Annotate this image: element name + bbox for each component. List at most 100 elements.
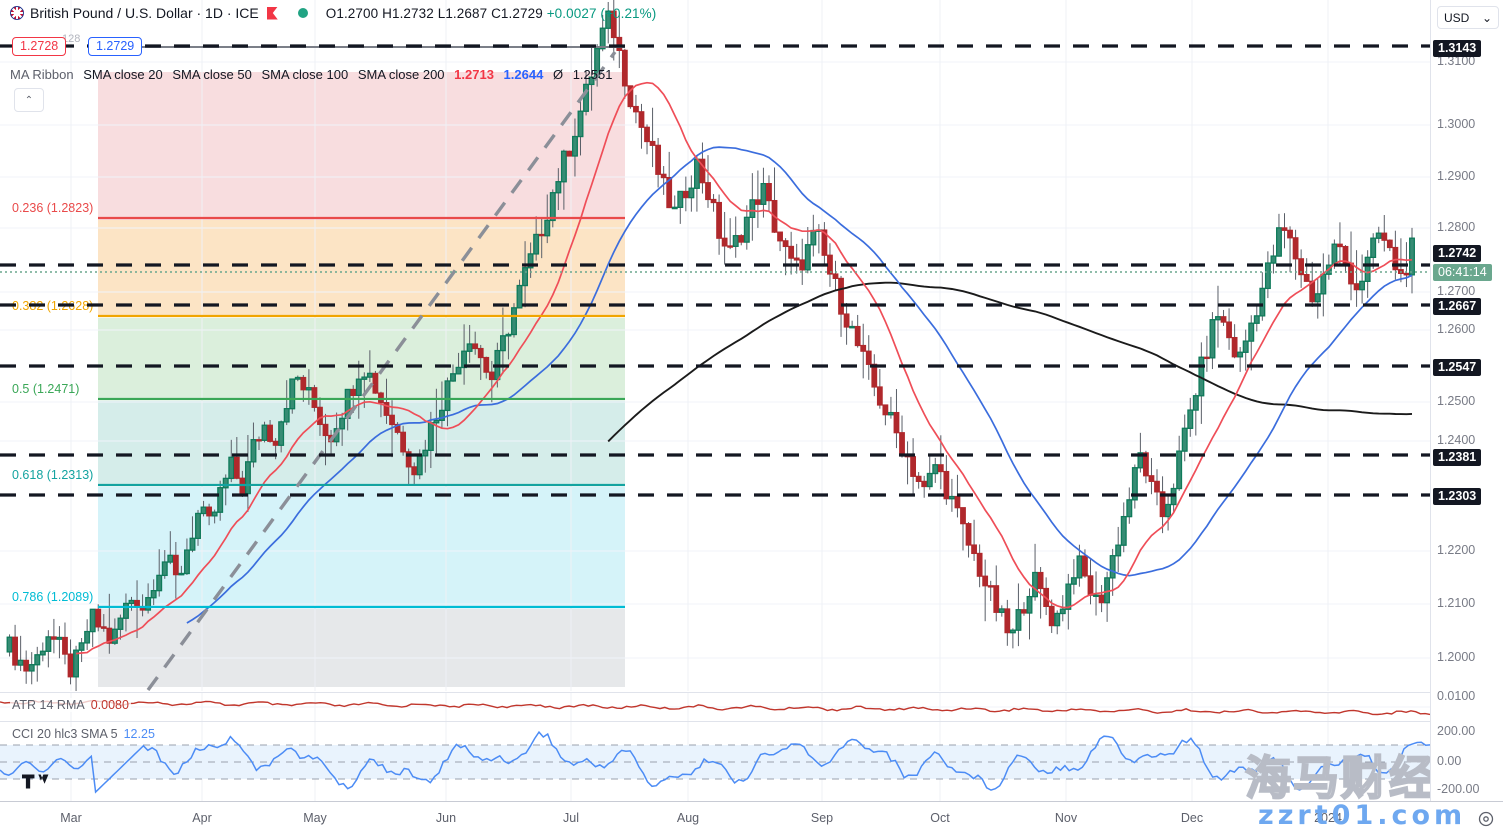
buy-price-tag[interactable]: 1.2729: [88, 37, 143, 56]
price-level-badge[interactable]: 1.2667: [1433, 298, 1482, 315]
candle-body-fill: [1026, 595, 1033, 614]
candle-body-fill: [361, 376, 368, 380]
candle-body-fill: [211, 511, 218, 517]
time-axis-label: 2024: [1314, 811, 1342, 825]
candle-body: [821, 229, 828, 256]
collapse-legend-button[interactable]: ⌃: [14, 88, 44, 112]
fib-zone-tail: [98, 609, 625, 687]
trend-line[interactable]: [146, 50, 617, 691]
candle-body-fill: [688, 187, 695, 199]
ohlc-values: O1.2700 H1.2732 L1.2687 C1.2729 +0.0027 …: [326, 6, 657, 21]
candle-body: [300, 376, 307, 391]
cci-indicator-pane[interactable]: [0, 721, 1430, 802]
candle-body: [937, 464, 944, 473]
candle-body-fill: [1370, 237, 1377, 258]
candle-body: [943, 470, 950, 500]
price-axis-label: 1.2700: [1437, 284, 1476, 298]
candle-body-fill: [1314, 293, 1321, 303]
price-level-badge[interactable]: 1.2547: [1433, 359, 1482, 376]
candle-body: [1154, 480, 1160, 493]
candle-body-fill: [1070, 577, 1077, 585]
price-level-badge[interactable]: 1.2742: [1433, 245, 1482, 262]
candle-body: [716, 201, 722, 239]
candle-body: [267, 424, 273, 442]
atr-indicator-pane[interactable]: [0, 692, 1430, 722]
candle-body-fill: [677, 190, 684, 208]
candle-body-fill: [1259, 287, 1266, 317]
price-level-badge[interactable]: 1.2303: [1433, 488, 1482, 505]
price-axis[interactable]: USD ⌄ 1.3100 1.3000 1.2900 1.2800 1.2700 1.26…: [1430, 0, 1503, 801]
candle-body: [1292, 237, 1299, 260]
candle-body-fill: [1209, 319, 1216, 359]
ma-ribbon-legend[interactable]: MA Ribbon SMA close 20 SMA close 50 SMA …: [10, 67, 612, 82]
candle-body-fill: [1320, 273, 1327, 295]
candle-body: [1220, 316, 1227, 323]
candle-body-fill: [527, 253, 534, 269]
price-level-badge[interactable]: 1.3143: [1433, 40, 1482, 57]
currency-select[interactable]: USD ⌄: [1437, 6, 1499, 29]
candle-body: [1287, 229, 1293, 239]
candle-body-fill: [78, 642, 85, 651]
candle-body: [23, 659, 30, 672]
ma-ribbon-sma20: SMA close 20: [83, 67, 163, 82]
candle-body: [95, 608, 102, 628]
candle-body: [1082, 555, 1088, 577]
candle-body: [400, 431, 407, 453]
record-icon[interactable]: [266, 6, 278, 20]
candle-body-fill: [1104, 577, 1111, 604]
candle-body: [350, 388, 357, 396]
price-axis-label: 1.2500: [1437, 394, 1476, 408]
candle-body: [616, 36, 623, 51]
sell-price-tag[interactable]: 1.2728: [12, 37, 67, 56]
candle-body-fill: [549, 192, 556, 222]
candle-body: [1298, 258, 1305, 276]
candle-body-fill: [1364, 256, 1371, 283]
candle-body: [50, 636, 57, 640]
candle-body: [106, 627, 113, 644]
candle-body: [1231, 336, 1238, 358]
candle-body-fill: [743, 216, 750, 243]
candle-body-fill: [1331, 243, 1338, 266]
atr-line: [0, 699, 1430, 716]
cci-label: CCI 20 hlc3 SMA 5: [12, 727, 118, 741]
candle-body-fill: [1032, 571, 1038, 598]
candle-body: [411, 466, 418, 476]
candle-body: [1143, 452, 1149, 477]
candle-body: [788, 245, 795, 259]
candle-body: [311, 387, 318, 408]
candle-body: [827, 254, 833, 275]
candle-body: [782, 240, 789, 248]
price-axis-label: 200.00: [1437, 724, 1476, 738]
price-level-badge[interactable]: 1.2381: [1433, 449, 1482, 466]
price-axis-label: 1.3000: [1437, 117, 1476, 131]
candle-body: [1353, 283, 1360, 291]
candle-body-fill: [1242, 340, 1249, 353]
candle-body: [915, 475, 922, 482]
settings-badge-icon[interactable]: [1478, 811, 1494, 827]
candle-body: [649, 140, 656, 146]
candle-body-fill: [283, 408, 290, 423]
countdown-badge[interactable]: 06:41:14: [1433, 264, 1492, 281]
candle-body-fill: [145, 597, 152, 611]
main-price-pane[interactable]: 0.236 (1.2823) 0.382 (1.2628) 0.5 (1.2471)…: [0, 0, 1430, 691]
candle-body-fill: [278, 421, 285, 446]
candle-body-fill: [128, 599, 135, 605]
candle-body-fill: [804, 244, 811, 271]
ma-ribbon-value-blue: 1.2644: [503, 67, 544, 82]
candle-body-fill: [888, 411, 894, 416]
candle-body-fill: [577, 110, 584, 138]
atr-label: ATR 14 RMA: [12, 698, 85, 712]
time-axis[interactable]: Mar Apr May Jun Jul Aug Sep Oct Nov Dec 2024: [0, 801, 1503, 835]
candle-body-fill: [366, 372, 373, 378]
candle-body-fill: [339, 417, 346, 430]
candle-body: [987, 585, 994, 588]
ma-ribbon-name: MA Ribbon: [10, 67, 74, 82]
fib-zone: [98, 487, 625, 607]
price-axis-label: 1.2100: [1437, 596, 1476, 610]
atr-value: 0.0080: [90, 698, 129, 712]
candle-body: [655, 144, 662, 175]
fib-zone: [98, 401, 625, 485]
price-axis-label: 0.0100: [1437, 689, 1476, 703]
symbol-title[interactable]: British Pound / U.S. Dollar · 1D · ICE: [30, 5, 259, 21]
candle-body-fill: [439, 409, 445, 421]
